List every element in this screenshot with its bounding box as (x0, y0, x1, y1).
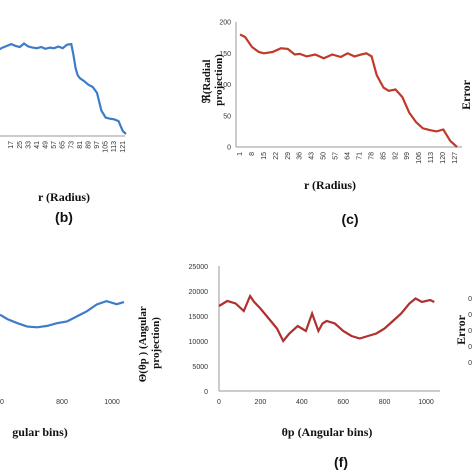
partial-tick-label: 0 (468, 360, 472, 367)
x-tick-label-e: 1000 (104, 399, 120, 406)
x-tick-label-b: 73 (68, 141, 75, 149)
y-tick-label-f: 5000 (192, 364, 208, 371)
chart-panel-e: 00 800 1000 gular bins) (0, 299, 125, 439)
x-tick-label-c: 78 (368, 152, 375, 160)
x-tick-label-f: 1000 (418, 399, 434, 406)
x-tick-label-b: 121 (120, 141, 127, 153)
x-tick-label-b: 17 (8, 141, 15, 149)
x-tick-label-c: 1 (237, 152, 244, 156)
partial-tick-label: 0 (468, 328, 472, 335)
panel-label-c: (c) (341, 211, 358, 227)
x-tick-label-b: 105 (103, 141, 110, 153)
chart-panel-b: 17 25 33 41 49 57 65 73 81 89 97 105 113 121 r (Radiu… (0, 42, 127, 225)
partial-tick-label: 0 (468, 312, 472, 319)
y-tick-label-f: 25000 (189, 264, 209, 271)
series-line-c (239, 33, 458, 148)
x-tick-label-c: 99 (404, 152, 411, 160)
x-tick-label-b: 65 (60, 141, 67, 149)
x-tick-label-b: 49 (43, 141, 50, 149)
x-tick-label-e: 00 (0, 399, 4, 406)
x-tick-label-c: 15 (261, 152, 268, 160)
x-tick-label-b: 89 (85, 141, 92, 149)
y-axis-label-c: ℜ(Radial projection) (201, 54, 225, 106)
x-tick-label-f: 200 (255, 399, 267, 406)
x-axis-label-e: gular bins) (12, 425, 67, 439)
y-tick-label-c: 0 (227, 145, 231, 152)
x-tick-label-c: 43 (309, 152, 316, 160)
x-tick-label-c: 22 (273, 152, 280, 160)
x-tick-label-f: 0 (217, 399, 221, 406)
x-tick-label-b: 57 (51, 141, 58, 149)
panel-label-f: (f) (334, 454, 348, 470)
x-tick-label-c: 113 (428, 152, 435, 163)
series-line-f (218, 293, 435, 344)
x-tick-label-c: 8 (249, 152, 256, 156)
x-tick-label-c: 64 (345, 152, 352, 160)
partial-error-label-top: Error (459, 79, 473, 109)
chart-panel-f: 0 5000 10000 15000 20000 25000 0 200 400 600 800 1… (137, 264, 440, 470)
y-tick-label-c: 50 (223, 113, 231, 120)
x-axis-label-b: r (Radius) (38, 190, 90, 204)
x-tick-label-b: 33 (25, 141, 32, 149)
x-tick-label-c: 127 (452, 152, 459, 164)
x-tick-label-b: 81 (77, 141, 84, 149)
x-tick-label-b: 113 (111, 141, 118, 152)
x-tick-label-b: 41 (34, 141, 41, 149)
series-line-e (0, 299, 125, 329)
x-tick-label-c: 85 (380, 152, 387, 160)
x-tick-label-c: 50 (321, 152, 328, 160)
x-tick-label-b: 25 (17, 141, 24, 149)
y-axis-label-f: Θ(θp ) (Angular projection) (137, 304, 162, 383)
x-tick-label-f: 800 (379, 399, 391, 406)
x-tick-label-c: 36 (297, 152, 304, 160)
right-top-partial-panel: Error (459, 79, 473, 109)
y-tick-label-c: 150 (219, 51, 231, 58)
x-tick-label-c: 57 (333, 152, 340, 160)
partial-tick-label: 0 (468, 296, 472, 303)
x-tick-label-b: 97 (94, 141, 101, 149)
chart-panel-c: 0 50 100 150 200 1 8 15 22 29 36 43 50 57 64 71 78 85 92 9… (201, 20, 462, 227)
x-axis-label-c: r (Radius) (304, 178, 356, 192)
y-tick-label-c: 200 (219, 20, 231, 27)
x-tick-label-c: 71 (356, 152, 363, 160)
x-tick-label-c: 120 (440, 152, 447, 164)
y-tick-label-f: 20000 (189, 289, 209, 296)
y-tick-label-f: 15000 (189, 314, 209, 321)
x-axis-label-f: θp (Angular bins) (282, 425, 373, 439)
x-tick-label-c: 92 (392, 152, 399, 160)
x-tick-label-f: 400 (296, 399, 308, 406)
x-tick-label-c: 29 (285, 152, 292, 160)
y-tick-label-f: 0 (204, 389, 208, 396)
x-tick-label-e: 800 (56, 399, 68, 406)
y-tick-label-c: 100 (219, 82, 231, 89)
right-bottom-partial-panel: Error 0 0 0 0 0 (454, 296, 472, 367)
y-tick-label-f: 10000 (189, 339, 209, 346)
panel-label-b: (b) (55, 209, 73, 225)
x-tick-label-c: 106 (416, 152, 423, 164)
x-tick-label-f: 600 (337, 399, 349, 406)
series-line-b (0, 42, 127, 135)
partial-tick-label: 0 (468, 344, 472, 351)
partial-error-label-bottom: Error (454, 314, 468, 344)
